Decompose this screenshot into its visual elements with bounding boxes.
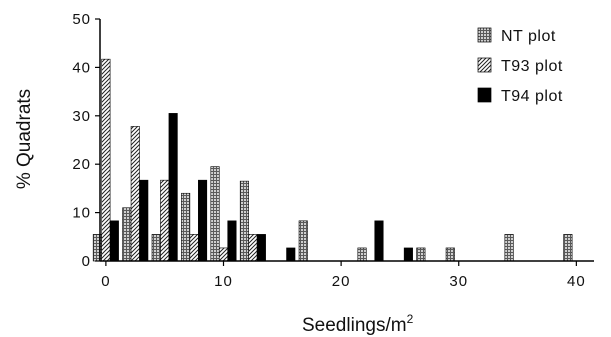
bar-nt-plot [445,247,455,262]
legend-label: T93 plot [501,58,563,75]
y-tick-label: 10 [72,205,91,222]
legend-swatch [477,87,492,103]
bar-t94-plot [374,220,384,262]
x-tick-label: 40 [567,273,586,290]
bar-t94-plot [198,179,208,262]
bar-t93-plot [218,247,229,262]
bar-t94-plot [227,220,237,262]
x-tick-label: 0 [101,273,110,290]
legend-label: NT plot [501,28,556,45]
bar-t94-plot [286,247,296,262]
bar-nt-plot [181,192,191,262]
legend-swatch [477,57,492,73]
y-tick-label: 50 [72,11,91,28]
bar-nt-plot [563,234,573,262]
bar-nt-plot [122,207,132,262]
axes: 0 10 20 30 40 50 0 10 20 30 40 [72,11,594,290]
bar-t93-plot [189,234,199,262]
x-tick-label: 20 [332,273,351,290]
bar-nt-plot [416,247,426,262]
bars-layer [92,58,573,262]
bar-nt-plot [357,247,367,262]
bar-t93-plot [130,126,140,262]
y-tick-label: 20 [72,156,91,173]
x-tick-label: 30 [449,273,468,290]
y-tick-label: 30 [72,108,91,125]
x-axis-title: Seedlings/m2 [302,312,414,336]
x-axis-title-text: Seedlings/m [302,315,407,336]
x-ticks: 0 10 20 30 40 [101,261,585,290]
x-axis-title-superscript: 2 [407,312,414,326]
bar-t93-plot [160,179,170,262]
bar-t94-plot [109,220,119,262]
y-tick-label: 0 [82,253,91,270]
bar-t94-plot [139,179,149,262]
bar-nt-plot [151,234,161,262]
bar-nt-plot [504,234,514,262]
bar-nt-plot [210,166,220,262]
x-tick-label: 10 [214,273,233,290]
bar-nt-plot [239,180,249,262]
legend-swatch [477,27,492,43]
bar-t94-plot [256,234,266,262]
legend-label: T94 plot [501,88,563,105]
bar-t94-plot [168,113,178,262]
bar-t94-plot [403,247,413,262]
y-ticks: 0 10 20 30 40 50 [72,11,100,270]
y-tick-label: 40 [72,59,91,76]
bar-t93-plot [101,58,111,262]
bar-t93-plot [248,234,258,262]
legend: NT plot T93 plot T94 plot [477,27,563,105]
bar-nt-plot [298,220,308,262]
y-axis-title: % Quadrats [14,89,35,189]
